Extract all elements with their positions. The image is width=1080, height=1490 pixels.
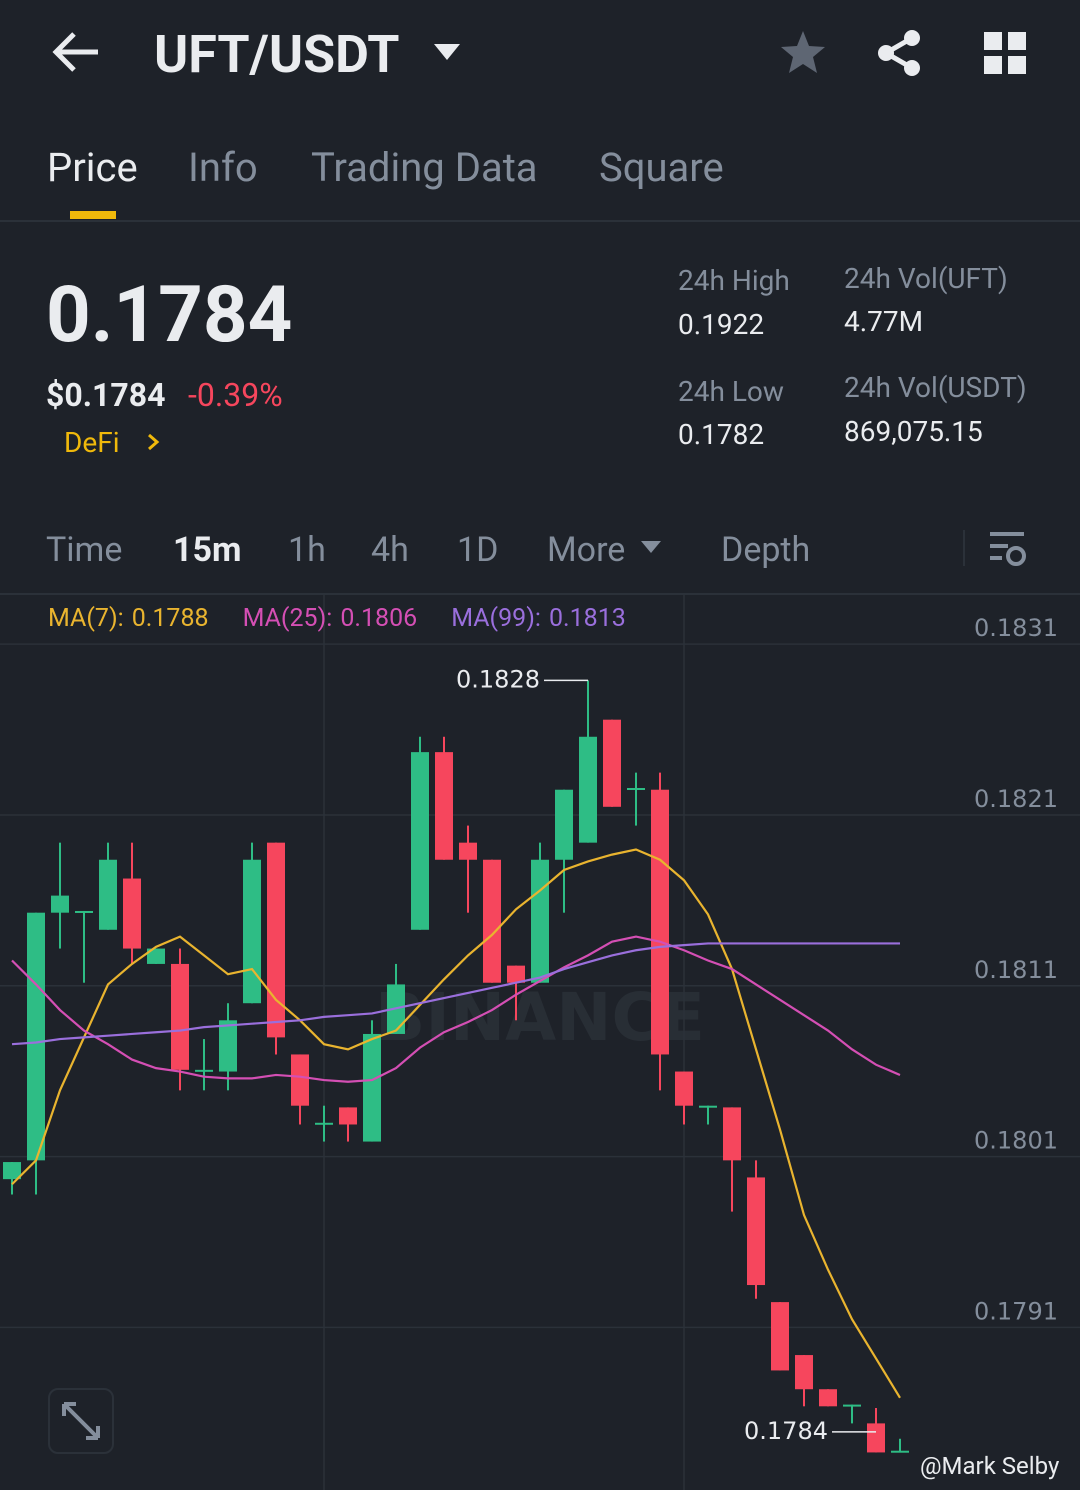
tab[interactable]: Trading Data	[311, 144, 538, 191]
back-icon[interactable]	[50, 30, 102, 74]
stat-value: 4.77M	[844, 305, 924, 338]
ma-line	[11, 848, 901, 1399]
tab[interactable]: Price	[47, 144, 138, 191]
share-icon[interactable]	[874, 28, 924, 78]
stat-label: 24h High	[678, 264, 790, 297]
candle-body	[51, 895, 69, 913]
candle-body	[27, 912, 45, 1161]
candle-body	[291, 1054, 309, 1106]
candle-body	[315, 1122, 333, 1125]
stat-label: 24h Vol(UFT)	[844, 262, 1008, 295]
legend-name: MA(7):	[48, 604, 124, 633]
candle-body	[99, 859, 117, 930]
ma-line	[11, 942, 900, 1046]
legend-name: MA(99):	[451, 604, 541, 633]
legend-value: 0.1788	[131, 604, 209, 633]
stat-value: 869,075.15	[844, 415, 983, 448]
legend-value: 0.1813	[548, 604, 626, 633]
candle-body	[219, 1020, 237, 1072]
candle-body	[507, 965, 525, 983]
interval[interactable]: 15m	[173, 530, 242, 570]
candle-body	[531, 859, 549, 983]
high-marker-label: 0.1828	[456, 665, 540, 693]
candle-body	[195, 1069, 213, 1072]
grid-icon[interactable]	[984, 32, 1028, 76]
candle-body	[771, 1302, 789, 1371]
divider	[963, 530, 965, 566]
tab[interactable]: Square	[599, 144, 724, 191]
candle-body	[819, 1389, 837, 1407]
expand-icon	[62, 1402, 100, 1440]
candle-body	[171, 963, 189, 1070]
y-tick-label: 0.1821	[974, 785, 1058, 813]
legend-entry: MA(99): 0.1813	[451, 604, 626, 633]
candle-body	[867, 1423, 885, 1453]
y-tick-label: 0.1801	[974, 1127, 1058, 1155]
dropdown-icon[interactable]	[432, 42, 462, 62]
legend-value: 0.1806	[340, 604, 418, 633]
candle-body	[723, 1107, 741, 1161]
credit: @Mark Selby	[920, 1452, 1060, 1480]
candle-body	[147, 948, 165, 964]
ma-line	[11, 935, 901, 1083]
more-icon[interactable]	[640, 540, 662, 554]
candle-body	[459, 842, 477, 860]
candle-body	[675, 1071, 693, 1106]
favorite-icon[interactable]	[778, 28, 828, 78]
interval[interactable]: 4h	[371, 530, 409, 570]
candle-body	[699, 1105, 717, 1108]
stat-value: 0.1782	[678, 418, 765, 451]
candle-body	[339, 1107, 357, 1125]
candle-body	[891, 1450, 909, 1453]
candle-body	[75, 910, 93, 913]
candle-body	[747, 1177, 765, 1286]
legend-name: MA(25):	[242, 604, 333, 633]
candle-body	[243, 859, 261, 1004]
settings-icon[interactable]	[988, 530, 1028, 568]
candle-body	[627, 788, 645, 791]
candle-body	[843, 1404, 861, 1407]
watermark: BINANCE	[375, 979, 705, 1056]
y-tick-label: 0.1831	[974, 614, 1058, 642]
stat-label: 24h Low	[678, 375, 784, 408]
candle-body	[603, 719, 621, 807]
y-tick-label: 0.1791	[974, 1297, 1058, 1325]
interval[interactable]: 1h	[288, 530, 326, 570]
candle-body	[123, 878, 141, 949]
expand-button[interactable]	[48, 1388, 114, 1454]
interval[interactable]: 1D	[457, 530, 499, 570]
candle-body	[267, 842, 285, 1038]
candle-body	[651, 789, 669, 1055]
candle-body	[483, 859, 501, 983]
legend-entry: MA(7): 0.1788	[48, 604, 209, 633]
price-change: -0.39%	[188, 376, 283, 414]
legend-entry: MA(25): 0.1806	[243, 604, 418, 633]
candle-body	[579, 736, 597, 843]
usd-price: $0.1784	[46, 376, 166, 414]
interval[interactable]: More	[547, 530, 626, 570]
tag-chevron[interactable]	[146, 432, 162, 452]
ma-legend: MA(7): 0.1788 MA(25): 0.1806 MA(99): 0.1813	[48, 604, 660, 633]
y-tick-label: 0.1811	[974, 956, 1058, 984]
candle-body	[795, 1355, 813, 1390]
tab[interactable]: Info	[188, 144, 258, 191]
tab-indicator	[70, 211, 116, 219]
candle-body	[411, 752, 429, 930]
divider	[0, 220, 1080, 222]
last-price: 0.1784	[46, 270, 293, 361]
candle-body	[363, 1033, 381, 1142]
divider	[0, 593, 1080, 595]
pair-title[interactable]: UFT/USDT	[154, 24, 400, 85]
stat-label: 24h Vol(USDT)	[844, 371, 1027, 404]
stat-value: 0.1922	[678, 308, 765, 341]
tag[interactable]: DeFi	[64, 426, 120, 459]
candle-body	[555, 789, 573, 860]
candle-body	[3, 1162, 21, 1180]
candle-body	[435, 752, 453, 860]
interval[interactable]: Depth	[721, 530, 811, 570]
low-marker-label: 0.1784	[744, 1417, 828, 1445]
interval[interactable]: Time	[46, 530, 123, 570]
